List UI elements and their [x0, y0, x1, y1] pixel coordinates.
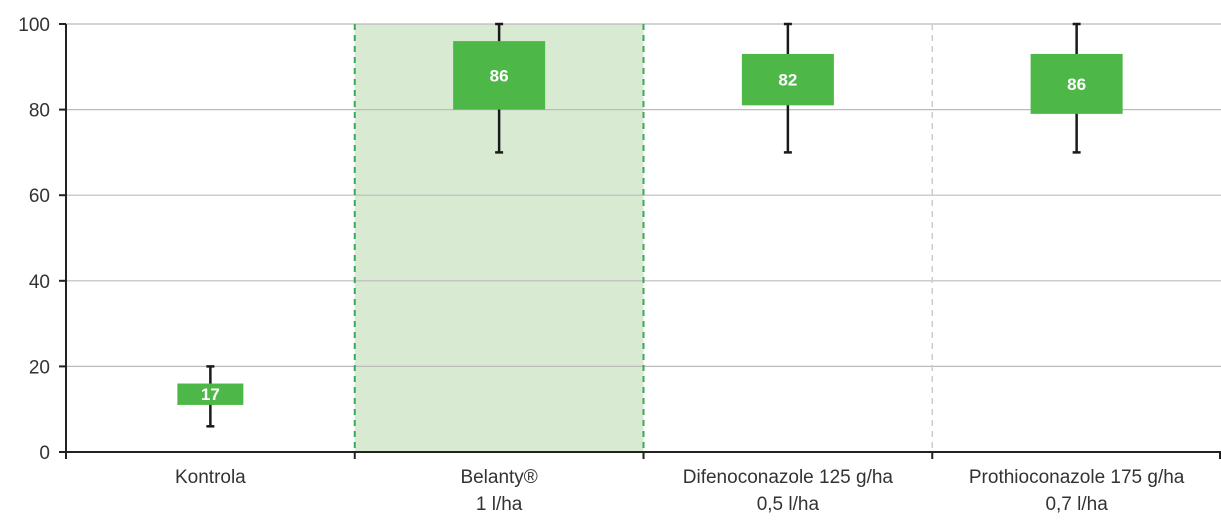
box-group: 17 [177, 366, 243, 426]
data-label: 86 [1067, 75, 1086, 94]
category-label-line: Prothioconazole 175 g/ha [969, 467, 1185, 488]
data-label: 86 [490, 66, 509, 85]
category-label-line: Belanty® [460, 467, 537, 488]
category-label-line: 0,5 l/ha [757, 494, 820, 515]
y-tick-label: 40 [29, 272, 50, 293]
y-tick-label: 20 [29, 357, 50, 378]
y-tick-label: 100 [18, 15, 50, 36]
data-label: 82 [778, 71, 797, 90]
category-label: Kontrola [175, 467, 246, 488]
category-label: Difenoconazole 125 g/ha 0,5 l/ha [683, 467, 894, 515]
category-label-line: Difenoconazole 125 g/ha [683, 467, 894, 488]
category-label-line: Kontrola [175, 467, 246, 488]
category-label-line: 0,7 l/ha [1045, 494, 1108, 515]
box-group: 86 [1031, 24, 1123, 152]
category-label-line: 1 l/ha [476, 494, 523, 515]
category-label: Prothioconazole 175 g/ha 0,7 l/ha [969, 467, 1185, 515]
y-tick-label: 60 [29, 186, 50, 207]
y-tick-label: 0 [39, 443, 50, 464]
category-labels: Kontrola Belanty® 1 l/ha Difenoconazole 125… [175, 467, 1185, 515]
y-tick-label: 80 [29, 101, 50, 122]
data-label: 17 [201, 385, 220, 404]
y-tick-labels: 0 20 40 60 80 100 [18, 15, 50, 464]
box-group: 82 [742, 24, 834, 152]
category-label: Belanty® 1 l/ha [460, 467, 537, 515]
